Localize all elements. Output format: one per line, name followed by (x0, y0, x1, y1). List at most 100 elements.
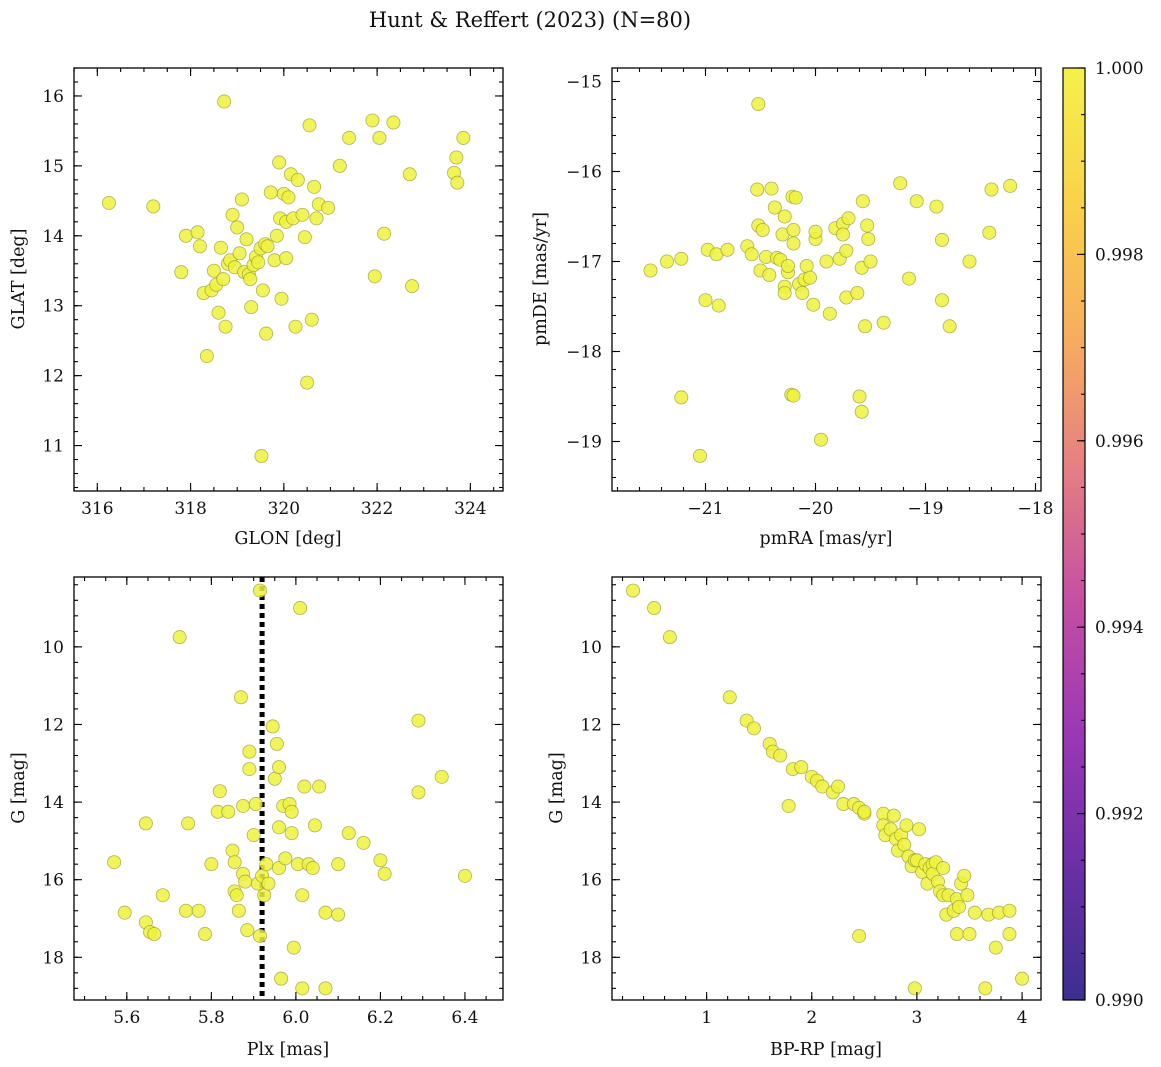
y-tick-label: 14 (42, 227, 64, 247)
x-tick-label: −18 (1018, 499, 1054, 519)
scatter-point (284, 826, 299, 841)
scatter-point (233, 690, 248, 705)
scatter-point (231, 903, 246, 918)
scatter-point (216, 272, 231, 287)
scatter-point (312, 779, 327, 794)
scatter-point (267, 771, 282, 786)
points-layer (643, 97, 1018, 463)
scatter-point (218, 319, 233, 334)
panel-pmra-pmde: pmRA [mas/yr] pmDE [mas/yr] −21 −20 −19 −18… (531, 67, 1054, 549)
scatter-point (191, 903, 206, 918)
scatter-point (229, 888, 244, 903)
scatter-point (450, 175, 465, 190)
scatter-point (693, 448, 708, 463)
scatter-point (199, 349, 214, 364)
x-axis-label: BP-RP [mag] (770, 1040, 882, 1060)
scatter-point (746, 721, 761, 736)
y-axis-label: pmDE [mas/yr] (531, 212, 551, 346)
scatter-point (942, 319, 957, 334)
scatter-point (281, 190, 296, 205)
colorbar-tick-label: 0.992 (1095, 805, 1144, 825)
x-tick-label: 6.2 (367, 1008, 394, 1028)
y-axis-label: GLAT [deg] (9, 229, 29, 330)
scatter-point (786, 388, 801, 403)
y-tick-label: 18 (580, 948, 602, 968)
scatter-point (318, 905, 333, 920)
scatter-point (897, 837, 912, 852)
x-tick-label: 2 (806, 1008, 817, 1028)
axes-frame (611, 576, 1042, 1001)
points-layer (626, 583, 1030, 996)
scatter-point (960, 888, 975, 903)
x-tick-label: 3 (912, 1008, 923, 1028)
scatter-point (786, 236, 801, 251)
x-axis-label: Plx [mas] (247, 1040, 329, 1060)
scatter-point (365, 113, 380, 128)
scatter-point (259, 857, 274, 872)
scatter-point (744, 247, 759, 262)
scatter-point (767, 200, 782, 215)
scatter-point (290, 172, 305, 187)
figure-title: Hunt & Reffert (2023) (N=80) (369, 8, 691, 32)
scatter-point (762, 267, 777, 282)
scatter-point (831, 779, 846, 794)
y-tick-label: 10 (580, 638, 602, 658)
scatter-point (984, 182, 999, 197)
scatter-point (912, 822, 927, 837)
colorbar-tick-label: 0.994 (1095, 618, 1144, 638)
scatter-point (949, 927, 964, 942)
scatter-point (295, 207, 310, 222)
scatter-point (907, 981, 922, 996)
scatter-point (117, 905, 132, 920)
scatter-point (172, 630, 187, 645)
colorbar-tick-label: 0.998 (1095, 245, 1144, 265)
scatter-point (332, 158, 347, 173)
scatter-point (863, 254, 878, 269)
y-axis-label: G [mag] (9, 752, 29, 823)
scatter-point (858, 319, 873, 334)
scatter-point (967, 905, 982, 920)
scatter-point (814, 432, 829, 447)
y-tick-label: 14 (580, 793, 602, 813)
scatter-point (674, 390, 689, 405)
scatter-point (146, 199, 161, 214)
scatter-point (764, 181, 779, 196)
scatter-point (300, 375, 315, 390)
scatter-point (929, 199, 944, 214)
scatter-point (777, 285, 792, 300)
scatter-point (936, 861, 951, 876)
scatter-point (279, 251, 294, 266)
scatter-point (647, 601, 662, 616)
scatter-point (902, 271, 917, 286)
scatter-point (246, 828, 261, 843)
scatter-point (786, 222, 801, 237)
points-layer (101, 94, 471, 464)
scatter-point (107, 855, 122, 870)
scatter-point (711, 298, 726, 313)
scatter-point (456, 130, 471, 145)
scatter-point (935, 232, 950, 247)
y-tick-label: 10 (42, 638, 64, 658)
points-layer (107, 583, 472, 996)
scatter-point (261, 876, 276, 891)
scatter-point (248, 797, 263, 812)
scatter-point (720, 242, 735, 257)
scatter-point (274, 971, 289, 986)
scatter-point (819, 254, 834, 269)
scatter-point (252, 928, 267, 943)
scatter-point (265, 719, 280, 734)
scatter-point (411, 713, 426, 728)
scatter-point (239, 232, 254, 247)
scatter-point (850, 285, 865, 300)
scatter-point (342, 130, 357, 145)
y-tick-label: 15 (42, 157, 64, 177)
scatter-point (643, 263, 658, 278)
scatter-point (192, 239, 207, 254)
scatter-point (230, 220, 245, 235)
scatter-point (377, 226, 392, 241)
scatter-point (781, 258, 796, 273)
y-tick-label: 13 (42, 297, 64, 317)
scatter-point (457, 868, 472, 883)
